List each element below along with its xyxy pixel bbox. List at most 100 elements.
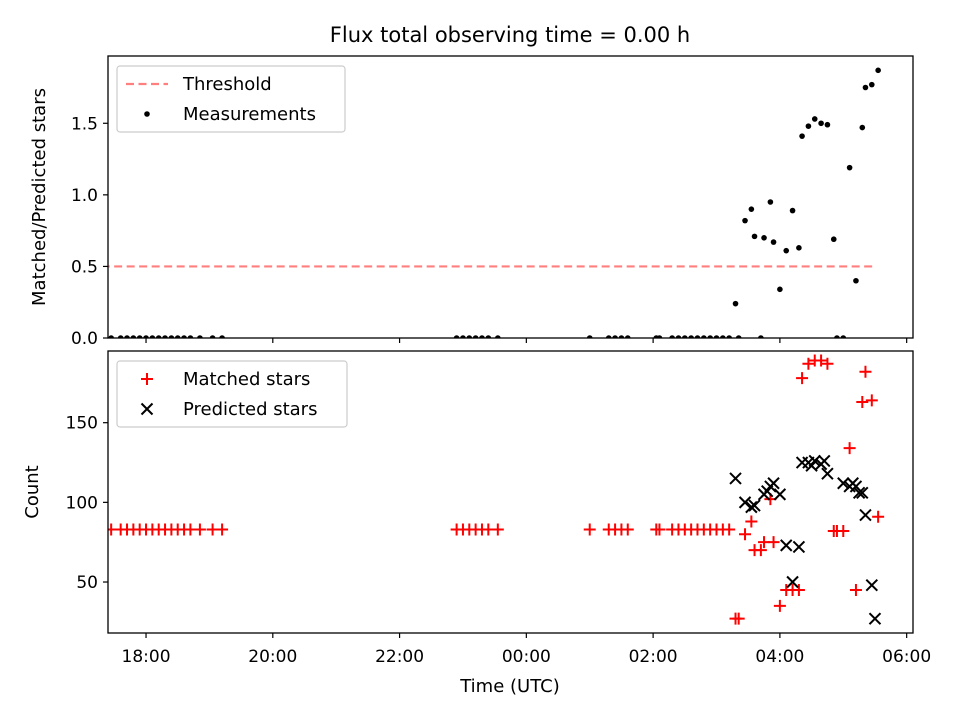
measurement-point (840, 335, 847, 338)
predicted-star-marker (865, 578, 879, 592)
predicted-star-marker (868, 612, 882, 625)
measurement-point (143, 335, 149, 338)
measurement-point (805, 123, 812, 129)
x-axis-label: Time (UTC) (459, 676, 560, 697)
legend-label: Threshold (182, 74, 272, 95)
matched-star-marker (865, 394, 878, 407)
measurement-point (770, 239, 777, 245)
measurement-point (846, 164, 853, 171)
predicted-star-marker (808, 454, 821, 468)
measurement-point (174, 335, 181, 338)
measurement-point (155, 335, 162, 338)
measurement-point (149, 335, 156, 338)
panel-ratio-frame (107, 55, 914, 339)
measurement-point (618, 335, 625, 338)
matched-star-marker (859, 365, 872, 378)
x-tick-label: 22:00 (375, 647, 424, 667)
predicted-star-marker (780, 539, 793, 552)
predicted-star-marker (767, 477, 780, 490)
y-tick-label: 100 (66, 493, 98, 513)
measurement-point (830, 236, 837, 243)
y-tick-label: 1.0 (71, 186, 98, 206)
y-tick-label: 0.0 (71, 329, 98, 349)
measurement-point (777, 286, 783, 293)
matched-star-marker (792, 583, 805, 596)
measurement-point (720, 335, 726, 338)
x-tick-label: 06:00 (882, 647, 931, 667)
measurement-point (453, 335, 460, 338)
measurement-point (796, 245, 802, 251)
measurement-point (701, 335, 707, 338)
predicted-star-marker (729, 472, 742, 485)
predicted-star-marker (792, 540, 806, 554)
measurement-point (688, 335, 694, 338)
matched-star-marker (732, 612, 745, 625)
measurement-point (868, 81, 875, 88)
measurement-point (758, 335, 764, 338)
measurement-point (162, 335, 168, 338)
legend-box (116, 360, 348, 428)
measurement-point (824, 121, 831, 128)
predicted-star-marker (859, 508, 872, 522)
predicted-star-marker (745, 500, 758, 514)
measurement-point (675, 335, 682, 338)
predicted-star-marker (837, 477, 850, 490)
x-tick-label: 02:00 (629, 647, 678, 667)
legend-label: Predicted stars (183, 399, 317, 420)
predicted-star-marker (773, 488, 787, 501)
measurement-point (694, 335, 701, 338)
measurement-point (742, 217, 748, 224)
series-measurements (108, 67, 881, 338)
matched-star-marker (821, 357, 834, 370)
measurement-point (460, 335, 466, 338)
measurement-point (789, 207, 796, 214)
measurement-point (624, 335, 631, 338)
matched-star-marker (583, 523, 596, 536)
series-matched-stars (92, 354, 885, 625)
predicted-star-marker (786, 575, 799, 589)
predicted-star-marker (856, 486, 869, 500)
predicted-star-marker (748, 499, 761, 512)
measurement-point (472, 335, 479, 338)
predicted-star-marker (852, 486, 866, 500)
panel-ratio: 0.0 0.5 1.0 1.5 Matched/Predicted stars Thres… (29, 55, 914, 349)
measurement-point (682, 335, 688, 338)
legend: Matched stars Predicted stars (116, 360, 348, 428)
x-tick-label: 18:00 (122, 647, 171, 667)
measurement-point (586, 335, 593, 338)
measurement-point (751, 233, 758, 240)
measurement-point (732, 300, 739, 307)
measurement-point (748, 206, 755, 212)
measurement-point (479, 335, 485, 338)
measurement-point (117, 335, 124, 338)
matched-star-marker (216, 523, 229, 536)
matched-star-marker (92, 523, 104, 535)
measurement-point (713, 335, 720, 338)
measurement-point (108, 335, 114, 338)
legend-matched-swatch (141, 373, 153, 385)
measurement-point (656, 335, 663, 338)
matched-star-marker (815, 354, 828, 367)
matched-star-marker (193, 523, 206, 536)
measurement-point (209, 335, 216, 338)
plot-layer: 0.0 0.5 1.0 1.5 Matched/Predicted stars Thres… (22, 55, 931, 667)
matched-star-marker (802, 357, 815, 370)
y-axis-label: Count (22, 465, 43, 518)
y-tick-label: 50 (76, 573, 98, 593)
measurement-point (875, 67, 881, 74)
measurement-point (859, 124, 866, 131)
matched-star-marker (723, 523, 736, 536)
measurement-point (124, 335, 130, 338)
measurement-point (853, 277, 859, 284)
measurement-point (219, 335, 225, 338)
y-axis-label: Matched/Predicted stars (29, 88, 50, 306)
matched-star-marker (767, 536, 780, 549)
legend-measurement-swatch (144, 111, 150, 117)
measurement-point (485, 335, 492, 338)
matched-star-marker (849, 583, 862, 596)
x-tick-label: 20:00 (248, 647, 297, 667)
measurement-point (168, 335, 175, 338)
measurement-point (818, 120, 824, 127)
predicted-star-marker (818, 454, 831, 468)
